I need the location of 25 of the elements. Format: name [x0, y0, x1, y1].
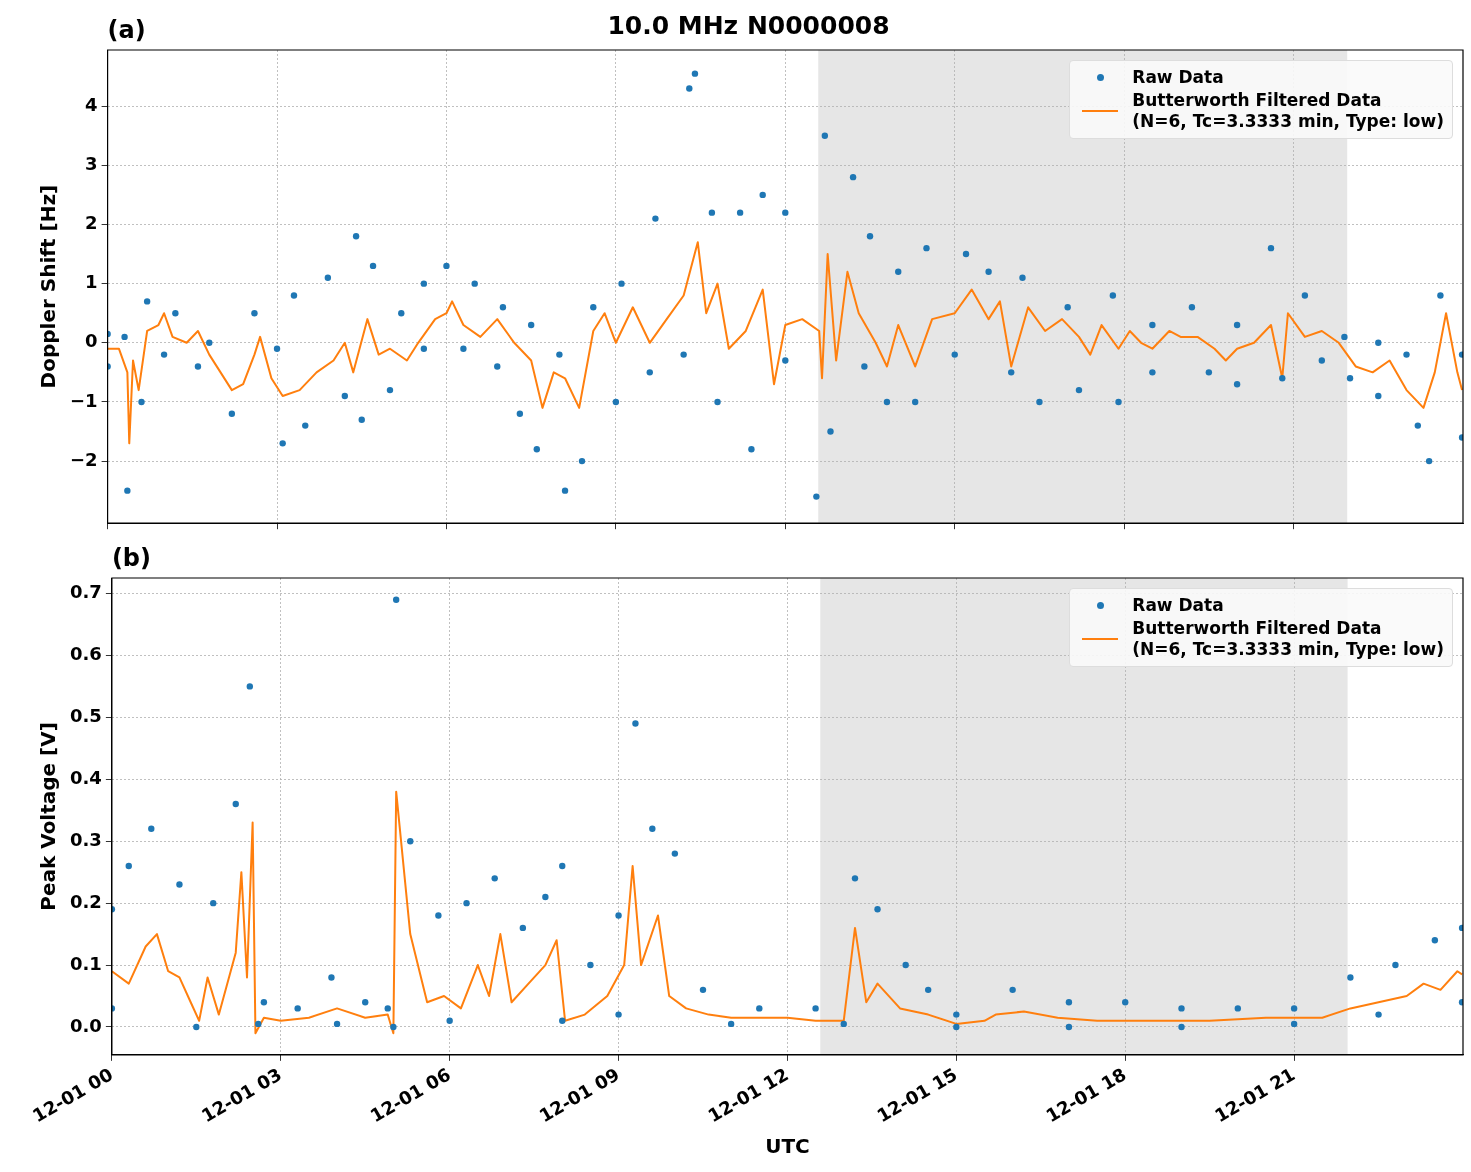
legend-label: Raw Data: [1132, 67, 1224, 88]
y-tick-label: −2: [70, 448, 98, 470]
y-axis-title: Doppler Shift [Hz]: [36, 184, 61, 389]
y-tick-label: 0.0: [70, 1014, 102, 1036]
y-tick-label: −1: [70, 389, 98, 411]
legend-label: Butterworth Filtered Data (N=6, Tc=3.3333 min, Type: low): [1132, 90, 1444, 132]
y-tick-label: 1: [85, 271, 98, 293]
chart-title: 10.0 MHz N0000008: [607, 10, 890, 40]
y-tick-label: 4: [85, 93, 98, 115]
y-tick-label: 0: [85, 330, 98, 352]
legend-label: Raw Data: [1132, 595, 1224, 616]
y-tick-label: 0.3: [70, 828, 102, 850]
y-tick-label: 0.7: [70, 581, 102, 603]
y-axis-title: Peak Voltage [V]: [36, 722, 61, 911]
y-tick-label: 2: [85, 212, 98, 234]
text: (b): [111, 544, 152, 573]
x-axis-title: UTC: [765, 1134, 810, 1159]
y-tick-label: 0.1: [70, 952, 102, 974]
y-tick-label: 0.6: [70, 643, 102, 665]
legend-label: Butterworth Filtered Data (N=6, Tc=3.3333 min, Type: low): [1132, 618, 1444, 660]
y-tick-label: 3: [85, 153, 98, 175]
y-tick-label: 0.5: [70, 705, 102, 727]
text: (a): [107, 16, 146, 45]
y-tick-label: 0.2: [70, 890, 102, 912]
y-tick-label: 0.4: [70, 766, 102, 788]
